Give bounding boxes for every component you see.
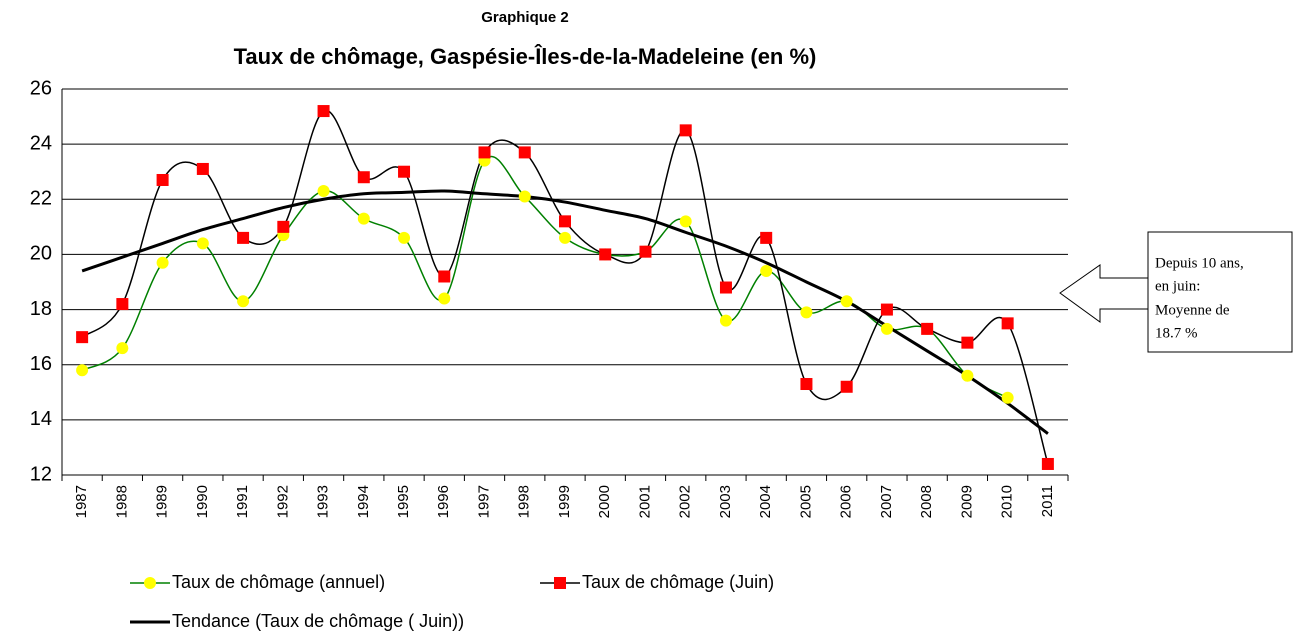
annotation-line: Depuis 10 ans,	[1155, 255, 1244, 271]
x-tick-label: 1987	[73, 485, 90, 518]
point	[518, 190, 531, 203]
chart-title: Taux de chômage, Gaspésie-Îles-de-la-Mad…	[234, 44, 817, 69]
x-tick-label: 1998	[516, 485, 533, 518]
point	[840, 380, 853, 393]
point	[599, 248, 612, 261]
x-tick-label: 1988	[113, 485, 130, 518]
point	[559, 215, 571, 228]
point	[196, 162, 209, 175]
point	[679, 124, 692, 137]
point	[398, 165, 411, 178]
point	[156, 173, 169, 186]
point	[76, 364, 89, 377]
point	[760, 231, 773, 244]
point	[840, 295, 853, 308]
point	[478, 146, 491, 159]
point	[398, 231, 411, 244]
point	[237, 295, 250, 308]
series-line	[81, 155, 1009, 399]
legend-marker	[554, 577, 566, 589]
x-tick-label: 2006	[838, 485, 855, 518]
y-tick-label: 12	[30, 463, 52, 485]
point	[357, 171, 370, 184]
point	[639, 245, 652, 258]
x-tick-label: 1992	[274, 485, 291, 518]
point	[438, 292, 451, 305]
point	[880, 322, 893, 335]
y-tick-label: 14	[30, 408, 52, 430]
point	[76, 331, 89, 344]
x-tick-label: 2008	[918, 485, 935, 518]
legend-label: Tendance (Taux de chômage ( Juin))	[172, 611, 464, 631]
x-tick-label: 2005	[797, 485, 814, 518]
callout-box	[1147, 231, 1293, 353]
point	[1001, 391, 1014, 404]
x-tick-label: 1995	[395, 485, 412, 518]
point	[800, 378, 813, 391]
point	[760, 264, 773, 277]
y-tick-label: 22	[30, 188, 52, 210]
x-tick-label: 1996	[435, 485, 452, 518]
x-tick-label: 1990	[194, 485, 211, 518]
point	[961, 369, 974, 382]
annotation-line: 18.7 %	[1155, 325, 1198, 341]
series-line	[81, 109, 1049, 465]
point	[679, 215, 692, 228]
point	[1041, 457, 1054, 470]
y-tick-label: 26	[30, 77, 52, 99]
point	[880, 303, 893, 316]
point	[156, 256, 169, 269]
x-tick-label: 2000	[596, 485, 613, 518]
annotation-line: en juin:	[1155, 278, 1200, 294]
point	[719, 314, 732, 327]
point	[317, 185, 330, 198]
point	[116, 298, 129, 311]
y-tick-label: 16	[30, 353, 52, 375]
x-tick-label: 2009	[958, 485, 975, 518]
x-tick-label: 1997	[475, 485, 492, 518]
point	[559, 231, 571, 244]
x-tick-label: 2002	[677, 485, 694, 518]
y-tick-label: 20	[30, 243, 52, 265]
point	[438, 270, 451, 283]
y-tick-label: 18	[30, 298, 52, 320]
point	[961, 336, 974, 349]
x-tick-label: 2001	[636, 485, 653, 518]
x-tick-label: 1994	[355, 485, 372, 518]
point	[277, 220, 290, 233]
point	[719, 281, 732, 294]
callout-arrow	[1059, 264, 1149, 323]
point	[518, 146, 531, 159]
legend-marker	[144, 577, 156, 589]
point	[237, 231, 250, 244]
x-tick-label: 1989	[154, 485, 171, 518]
chart-supertitle: Graphique 2	[481, 9, 569, 26]
point	[196, 237, 209, 250]
x-tick-label: 1999	[556, 485, 573, 518]
legend-label: Taux de chômage (Juin)	[582, 572, 774, 592]
y-tick-label: 24	[30, 132, 52, 154]
x-tick-label: 2004	[757, 485, 774, 518]
point	[357, 212, 370, 225]
x-tick-label: 2007	[878, 485, 895, 518]
point	[921, 322, 934, 335]
x-tick-label: 2010	[999, 485, 1016, 518]
point	[1001, 317, 1014, 330]
x-tick-label: 1993	[315, 485, 332, 518]
point	[116, 342, 129, 355]
point	[317, 105, 330, 118]
x-tick-label: 1991	[234, 485, 251, 518]
annotation-line: Moyenne de	[1155, 302, 1230, 318]
legend-label: Taux de chômage (annuel)	[172, 572, 385, 592]
point	[800, 306, 813, 319]
x-tick-label: 2011	[1039, 485, 1056, 517]
series-line	[81, 189, 1049, 435]
x-tick-label: 2003	[717, 485, 734, 518]
